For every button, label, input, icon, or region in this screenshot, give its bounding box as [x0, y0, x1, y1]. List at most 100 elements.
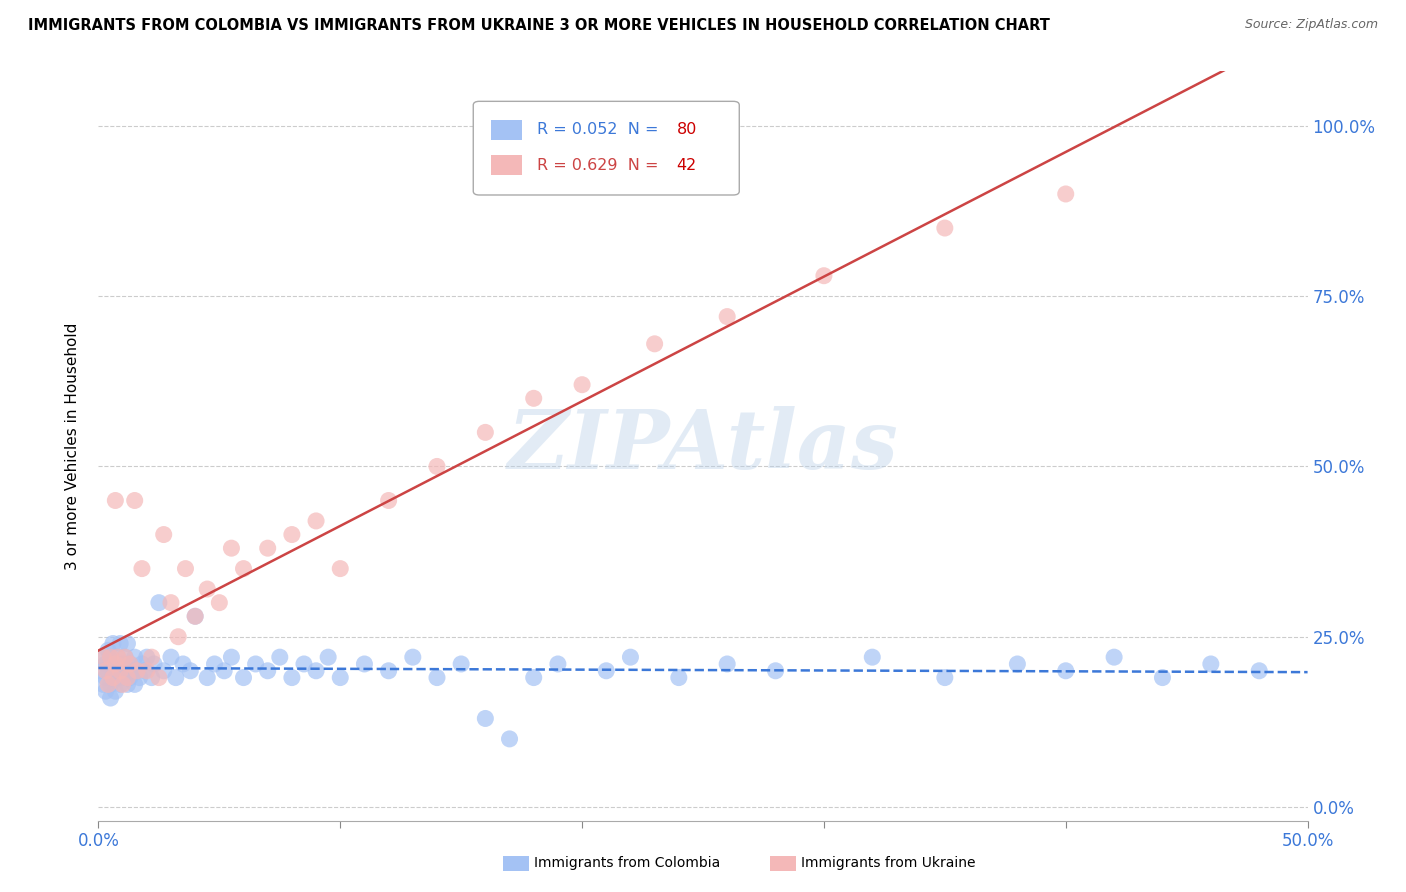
Text: Source: ZipAtlas.com: Source: ZipAtlas.com — [1244, 18, 1378, 31]
Point — [474, 425, 496, 440]
Point — [1249, 664, 1271, 678]
Point — [121, 664, 143, 678]
Point — [94, 684, 117, 698]
Point — [179, 664, 201, 678]
Point — [329, 561, 352, 575]
Point — [172, 657, 194, 671]
Point — [94, 671, 117, 685]
Point — [143, 657, 166, 671]
Point — [104, 684, 127, 698]
Point — [148, 671, 170, 685]
Point — [329, 671, 352, 685]
Point — [1152, 671, 1174, 685]
Point — [107, 650, 129, 665]
Point — [377, 664, 399, 678]
Point — [94, 664, 117, 678]
Point — [91, 650, 114, 665]
Point — [131, 561, 153, 575]
Point — [208, 596, 231, 610]
Point — [212, 664, 235, 678]
Point — [450, 657, 472, 671]
FancyBboxPatch shape — [492, 155, 522, 175]
Point — [135, 664, 157, 678]
Point — [595, 664, 617, 678]
Point — [474, 711, 496, 725]
Point — [160, 596, 183, 610]
Point — [1054, 186, 1077, 201]
FancyBboxPatch shape — [474, 102, 740, 195]
Point — [152, 664, 174, 678]
Point — [90, 664, 112, 678]
Point — [131, 657, 153, 671]
Point — [97, 664, 120, 678]
Point — [619, 650, 641, 665]
Text: ZIPAtlas: ZIPAtlas — [508, 406, 898, 486]
Point — [221, 650, 243, 665]
Point — [934, 671, 956, 685]
Point — [104, 493, 127, 508]
Point — [118, 657, 141, 671]
Point — [127, 664, 149, 678]
Point — [117, 671, 139, 685]
Point — [100, 691, 122, 706]
Point — [91, 677, 114, 691]
Point — [402, 650, 425, 665]
Point — [118, 657, 141, 671]
Point — [716, 310, 738, 324]
Point — [523, 392, 546, 406]
Point — [97, 643, 120, 657]
Point — [165, 671, 187, 685]
Point — [94, 657, 117, 671]
Point — [104, 671, 127, 685]
Point — [100, 677, 122, 691]
Point — [97, 677, 120, 691]
FancyBboxPatch shape — [492, 120, 522, 139]
Y-axis label: 3 or more Vehicles in Household: 3 or more Vehicles in Household — [65, 322, 80, 570]
Point — [256, 664, 278, 678]
Text: Immigrants from Colombia: Immigrants from Colombia — [534, 856, 720, 871]
Point — [100, 650, 122, 665]
Point — [571, 377, 593, 392]
Point — [117, 636, 139, 650]
Point — [114, 650, 136, 665]
Point — [498, 731, 520, 746]
Point — [101, 664, 124, 678]
Point — [101, 671, 124, 685]
Point — [195, 582, 218, 596]
Point — [111, 671, 134, 685]
Point — [1102, 650, 1125, 665]
Point — [353, 657, 375, 671]
Text: 80: 80 — [676, 122, 697, 137]
Point — [108, 677, 131, 691]
Point — [668, 671, 690, 685]
Point — [174, 561, 197, 575]
Point — [134, 664, 156, 678]
Point — [141, 671, 163, 685]
Point — [644, 336, 666, 351]
Text: 42: 42 — [676, 158, 696, 172]
Point — [221, 541, 243, 556]
Point — [184, 609, 207, 624]
Point — [152, 527, 174, 541]
Point — [813, 268, 835, 283]
Point — [124, 493, 146, 508]
Point — [305, 664, 328, 678]
Point — [124, 677, 146, 691]
Point — [118, 671, 141, 685]
Point — [160, 650, 183, 665]
Point — [765, 664, 787, 678]
Point — [114, 664, 136, 678]
Text: R = 0.629  N =: R = 0.629 N = — [537, 158, 664, 172]
Point — [256, 541, 278, 556]
Point — [1054, 664, 1077, 678]
Point — [167, 630, 190, 644]
Point — [100, 650, 122, 665]
Point — [111, 657, 134, 671]
Point — [860, 650, 883, 665]
Point — [426, 671, 449, 685]
Point — [108, 636, 131, 650]
Point — [269, 650, 291, 665]
Text: R = 0.052  N =: R = 0.052 N = — [537, 122, 664, 137]
Point — [292, 657, 315, 671]
Point — [91, 650, 114, 665]
